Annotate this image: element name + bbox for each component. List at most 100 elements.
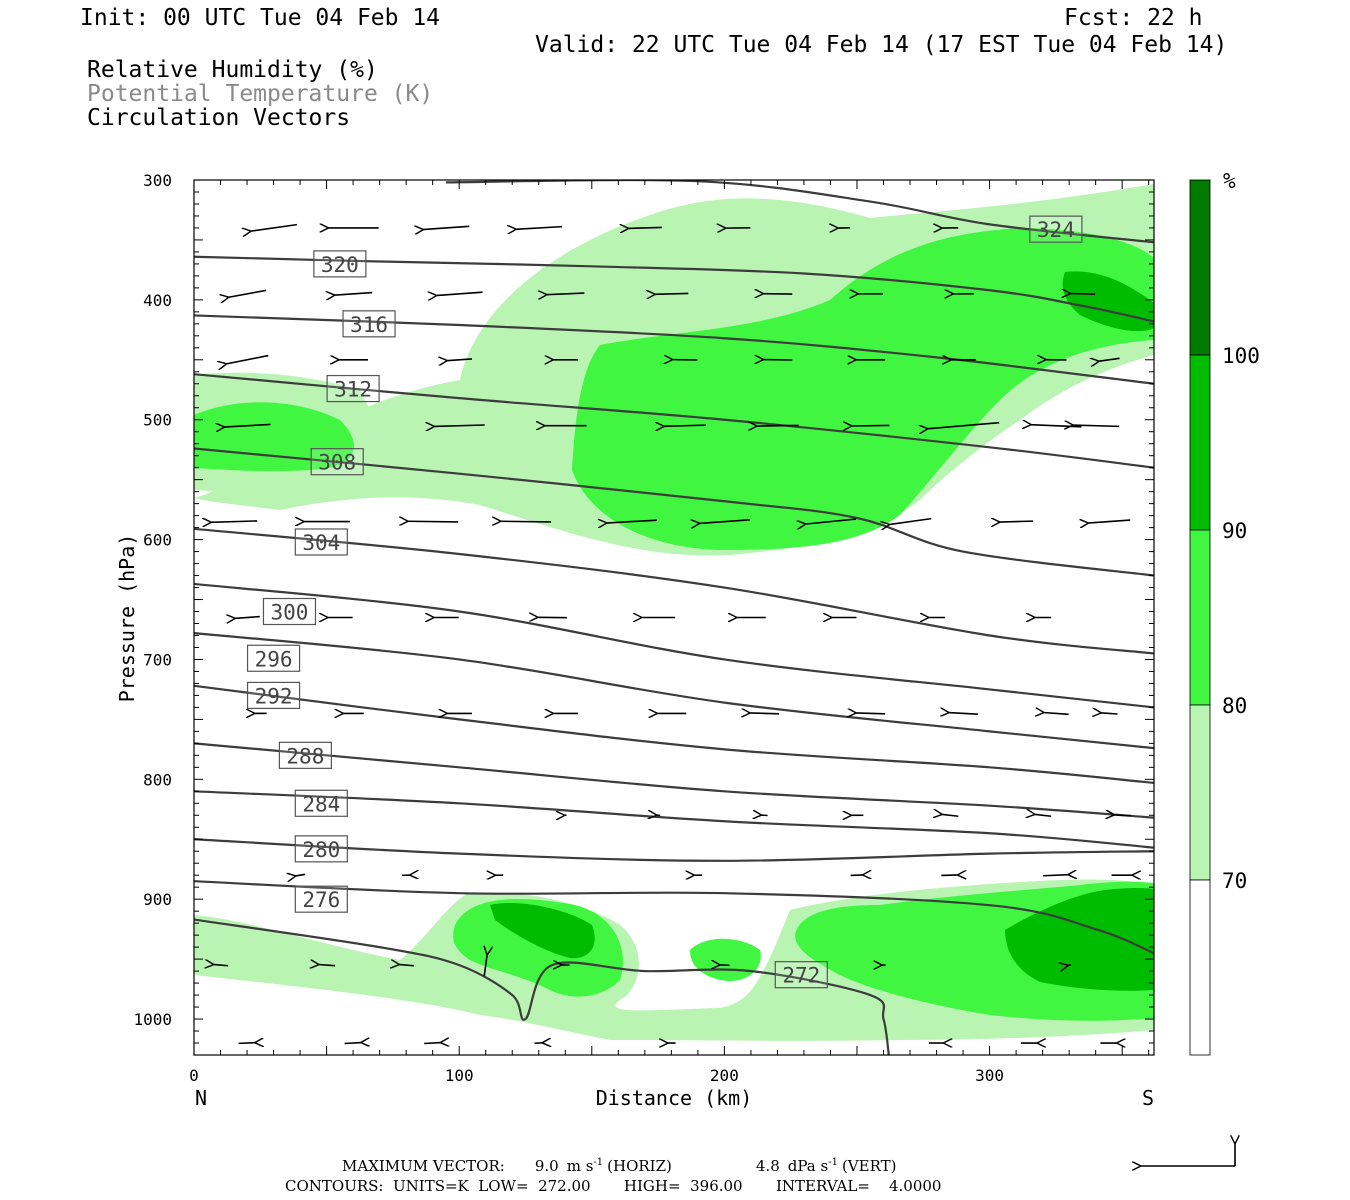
circulation-vector xyxy=(515,227,563,230)
svg-text:276: 276 xyxy=(302,888,340,912)
circulation-vector xyxy=(927,421,1000,429)
circulation-vector xyxy=(1070,294,1096,295)
theta-contour-label-320: 320 xyxy=(313,250,367,278)
max-vector-label: MAXIMUM VECTOR: 9.0 m s-1 (HORIZ) 4.8 dPa s-1… xyxy=(342,1157,896,1175)
circulation-vector xyxy=(805,518,857,524)
svg-text:280: 280 xyxy=(302,838,340,862)
theta-contour-label-296: 296 xyxy=(246,644,301,672)
y-tick-label: 800 xyxy=(143,770,172,789)
svg-text:296: 296 xyxy=(255,647,293,671)
y-tick-label: 600 xyxy=(143,531,172,550)
theta-contour-label-308: 308 xyxy=(310,448,364,476)
theta-contour-label-324: 324 xyxy=(1029,215,1083,243)
circulation-vector xyxy=(855,713,886,714)
rh-90-lower-left-region xyxy=(490,902,595,959)
legend-theta-label: Potential Temperature (K) xyxy=(87,81,433,107)
circulation-vector xyxy=(628,227,662,228)
svg-text:308: 308 xyxy=(318,451,356,475)
rh-colorbar: 70 80 90 100 xyxy=(1189,179,1260,1056)
circulation-vector xyxy=(295,874,306,876)
rh-80-upper-region xyxy=(572,228,1154,550)
svg-text:284: 284 xyxy=(302,792,340,816)
theta-contour-line-292 xyxy=(194,684,1154,785)
theta-contour-label-288: 288 xyxy=(278,741,332,769)
circulation-vector xyxy=(226,354,269,364)
circulation-vector xyxy=(1034,814,1052,816)
circulation-vector xyxy=(210,521,258,522)
circulation-vector xyxy=(228,289,267,297)
legend-rh-label: Relative Humidity (%) xyxy=(87,57,378,83)
circulation-vector xyxy=(749,713,780,714)
forecast-hour-label: Fcst: 22 h xyxy=(1064,5,1202,31)
theta-contour-label-316: 316 xyxy=(342,310,396,338)
theta-contours xyxy=(194,180,1154,1055)
plot-frame xyxy=(193,179,1155,1056)
theta-contour-label-300: 300 xyxy=(262,597,317,626)
svg-text:292: 292 xyxy=(255,684,293,708)
theta-contour-line-296 xyxy=(194,631,1154,750)
circulation-vector xyxy=(606,520,658,523)
circulation-vector xyxy=(399,964,414,965)
x-tick-label: 0 xyxy=(189,1066,199,1085)
theta-contour-label-280: 280 xyxy=(294,835,348,863)
svg-text:320: 320 xyxy=(321,253,359,277)
theta-contour-label-276: 276 xyxy=(294,885,348,913)
circulation-vector xyxy=(1088,520,1131,523)
colorbar-band-80 xyxy=(1189,529,1211,706)
colorbar-label-100: 100 xyxy=(1222,344,1260,368)
circulation-vector xyxy=(1100,713,1118,714)
colorbar-band-90 xyxy=(1189,354,1211,531)
theta-contour-line-280 xyxy=(194,838,1154,862)
x-axis-north-label: N xyxy=(195,1086,207,1110)
circulation-vector xyxy=(234,617,260,619)
circulation-vector xyxy=(434,425,485,426)
circulation-vector xyxy=(1043,712,1069,714)
y-tick-label: 900 xyxy=(143,890,172,909)
circulation-vector xyxy=(423,226,470,229)
y-tick-label: 700 xyxy=(143,650,172,669)
y-tick-label: 400 xyxy=(143,291,172,310)
theta-contour-line-308 xyxy=(194,447,1154,577)
circulation-vector xyxy=(889,517,932,525)
theta-contour-line-304 xyxy=(194,527,1154,655)
circulation-vector xyxy=(999,521,1034,522)
circulation-vector xyxy=(436,292,483,295)
x-tick-label: 100 xyxy=(445,1066,474,1085)
rh-80-left-region xyxy=(194,402,354,472)
colorbar-band-70 xyxy=(1189,704,1211,881)
x-tick-label: 200 xyxy=(710,1066,739,1085)
circulation-vector xyxy=(424,1043,441,1044)
colorbar-unit-label: % xyxy=(1223,169,1236,193)
circulation-vector xyxy=(318,965,336,966)
colorbar-label-90: 90 xyxy=(1222,519,1247,543)
circulation-vector xyxy=(1067,965,1072,966)
legend-vector-label: Circulation Vectors xyxy=(87,105,350,131)
colorbar-band-60 xyxy=(1189,879,1211,1056)
circulation-vector xyxy=(1098,358,1120,361)
svg-text:272: 272 xyxy=(782,964,820,988)
y-tick-label: 500 xyxy=(143,411,172,430)
x-axis-south-label: S xyxy=(1142,1086,1154,1110)
circulation-vector xyxy=(546,293,585,295)
circulation-vector xyxy=(663,425,706,426)
circulation-vector xyxy=(344,1043,362,1044)
theta-contour-line-284 xyxy=(194,790,1154,849)
circulation-vector xyxy=(850,875,864,876)
circulation-vector xyxy=(1114,815,1131,816)
theta-contour-label-312: 312 xyxy=(326,374,380,403)
x-tick-label: 300 xyxy=(975,1066,1004,1085)
svg-text:300: 300 xyxy=(271,601,309,625)
x-axis-title: Distance (km) xyxy=(596,1086,753,1110)
contour-info-label: CONTOURS: UNITS=K LOW= 272.00 HIGH= 396.… xyxy=(285,1177,941,1195)
svg-text:304: 304 xyxy=(302,531,340,555)
circulation-vector xyxy=(250,223,298,232)
circulation-vector xyxy=(213,964,229,965)
theta-contour-line-276 xyxy=(194,880,1154,955)
circulation-vector xyxy=(500,521,552,522)
theta-contour-line-316 xyxy=(194,314,1154,385)
y-tick-label: 300 xyxy=(143,171,172,190)
circulation-vector xyxy=(334,293,373,296)
colorbar-label-70: 70 xyxy=(1222,869,1247,893)
circulation-vectors xyxy=(210,225,1132,1044)
